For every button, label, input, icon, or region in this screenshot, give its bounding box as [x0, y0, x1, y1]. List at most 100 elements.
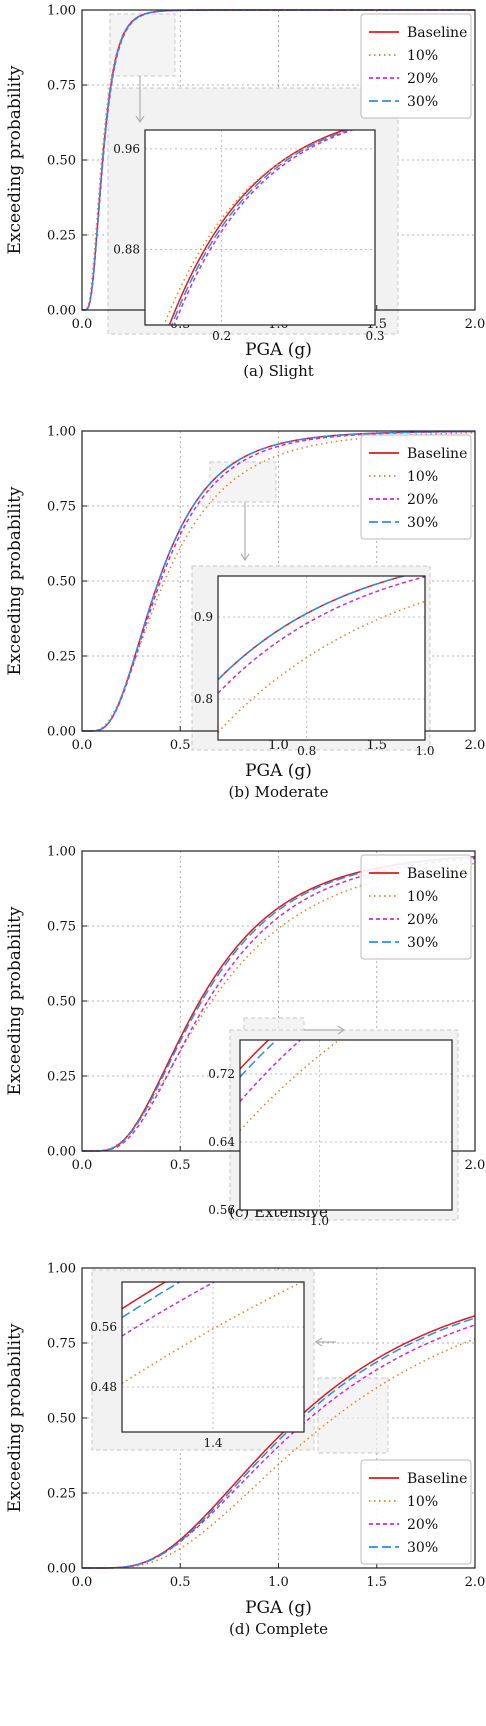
inset-background: [218, 576, 425, 740]
legend: Baseline 10% 20% 30%: [360, 854, 472, 960]
series-line-4: [82, 1317, 476, 1569]
zoom-region-box: [109, 13, 176, 77]
zoom-arrowhead: [135, 115, 145, 124]
x-tick-label: 1.0: [268, 1575, 289, 1590]
x-tick-label: 0.5: [170, 738, 191, 753]
y-tick-label: 0.00: [47, 1562, 76, 1577]
panel-caption: (d) Complete: [229, 1620, 328, 1638]
x-axis-label: PGA (g): [245, 761, 312, 781]
inset-y-tick-label: 0.96: [113, 142, 140, 156]
y-tick-label: 0.50: [47, 1412, 76, 1427]
y-tick-label: 0.00: [47, 304, 76, 319]
inset-series-line-2: [122, 1282, 304, 1385]
inset-chart: 1.0 0.56 0.64 0.72: [208, 1039, 453, 1228]
y-tick-label: 0.50: [47, 575, 76, 590]
inset-chart: 0.2 0.3 0.88 0.96: [113, 129, 385, 343]
series-line-4: [82, 430, 476, 732]
inset-frame-axes: [121, 1281, 305, 1433]
legend-box: [360, 13, 472, 119]
y-tick-label: 1.00: [47, 425, 76, 440]
x-tick-label: 0.0: [72, 317, 93, 332]
panel-caption: (a) Slight: [243, 362, 314, 380]
y-tick-label: 0.50: [47, 154, 76, 169]
x-tick-label: 0.5: [170, 1575, 191, 1590]
x-tick-label: 0.0: [72, 738, 93, 753]
legend-label: 30%: [407, 515, 438, 531]
inset-y-tick-label: 0.8: [194, 692, 213, 706]
series-line-3: [82, 857, 476, 1152]
legend: Baseline 10% 20% 30%: [360, 13, 472, 119]
zoom-region-box: [209, 461, 277, 503]
inset-chart: 0.8 1.0 0.8 0.9: [194, 575, 435, 758]
x-tick-label: 0.0: [72, 1158, 93, 1173]
inset-x-tick-label: 1.4: [203, 1436, 222, 1450]
inset-series-line-3: [122, 1282, 216, 1337]
zoom-region-box: [317, 1377, 389, 1454]
legend-label: 10%: [407, 889, 438, 905]
y-tick-label: 0.75: [47, 79, 76, 94]
y-tick-label: 0.75: [47, 1337, 76, 1352]
inset-y-tick-label: 0.56: [208, 1203, 235, 1217]
legend-label: 20%: [407, 71, 438, 87]
legend-label: 30%: [407, 1540, 438, 1556]
inset-series-line-2: [240, 1040, 341, 1131]
inset-y-tick-label: 0.9: [194, 610, 213, 624]
x-tick-label: 1.5: [366, 738, 387, 753]
y-tick-label: 0.25: [47, 229, 76, 244]
x-tick-label: 1.0: [268, 738, 289, 753]
inset-x-tick-label: 0.3: [365, 329, 384, 343]
y-tick-label: 0.50: [47, 995, 76, 1010]
legend-label: 30%: [407, 94, 438, 110]
y-tick-label: 0.75: [47, 920, 76, 935]
y-tick-label: 0.00: [47, 1145, 76, 1160]
legend-label: 10%: [407, 48, 438, 64]
y-axis-label: Exceeding probability: [5, 486, 25, 675]
inset-x-tick-label: 0.8: [297, 744, 316, 758]
legend-box: [360, 434, 472, 540]
inset-frame-axes: [217, 575, 426, 741]
y-tick-label: 1.00: [47, 845, 76, 860]
inset-y-tick-label: 0.48: [90, 1380, 117, 1394]
y-tick-label: 0.00: [47, 725, 76, 740]
inset-chart: 1.4 0.48 0.56: [90, 1281, 305, 1450]
inset-series-line-4: [218, 576, 407, 681]
inset-y-tick-label: 0.72: [208, 1067, 235, 1081]
legend-box: [360, 854, 472, 960]
inset-background: [145, 130, 375, 325]
series-line-2: [82, 432, 476, 732]
chart-panel-2: 0.0 0.5 1.0 1.5 2.0 0.00 0.25 0.50 0.75 1.00 PGA (…: [5, 425, 485, 802]
legend-box: [360, 1459, 472, 1565]
y-tick-label: 1.00: [47, 1262, 76, 1277]
zoom-arrowhead: [314, 1337, 323, 1347]
y-tick-label: 0.25: [47, 1070, 76, 1085]
x-tick-label: 2.0: [465, 1575, 486, 1590]
inset-series-line-4: [171, 130, 351, 325]
inset-frame-axes: [144, 129, 376, 326]
chart-panel-4: 0.0 0.5 1.0 1.5 2.0 0.00 0.25 0.50 0.75 1.00 PGA (…: [5, 1262, 486, 1639]
legend-label: 20%: [407, 1517, 438, 1533]
inset-x-tick-label: 1.0: [310, 1214, 329, 1228]
y-tick-label: 0.75: [47, 500, 76, 515]
x-tick-label: 2.0: [465, 317, 486, 332]
inset-series-line-2: [218, 600, 425, 733]
legend-label: Baseline: [407, 866, 467, 882]
x-axis-label: PGA (g): [245, 340, 312, 360]
y-tick-label: 0.25: [47, 1487, 76, 1502]
x-tick-label: 2.0: [465, 738, 486, 753]
x-tick-label: 2.0: [465, 1158, 486, 1173]
inset-y-tick-label: 0.64: [208, 1135, 235, 1149]
inset-y-tick-label: 0.56: [90, 1320, 117, 1334]
y-tick-label: 1.00: [47, 4, 76, 19]
legend-label: 10%: [407, 1494, 438, 1510]
legend-label: 10%: [407, 469, 438, 485]
x-tick-label: 1.5: [366, 1575, 387, 1590]
x-axis-label: PGA (g): [245, 1598, 312, 1618]
zoom-arrowhead: [337, 1025, 346, 1035]
inset-x-tick-label: 0.2: [212, 329, 231, 343]
panel-caption: (b) Moderate: [229, 783, 329, 801]
legend-label: Baseline: [407, 25, 467, 41]
x-tick-label: 0.5: [170, 1158, 191, 1173]
inset-y-tick-label: 0.88: [113, 243, 140, 257]
inset-series-line-3: [218, 576, 425, 694]
